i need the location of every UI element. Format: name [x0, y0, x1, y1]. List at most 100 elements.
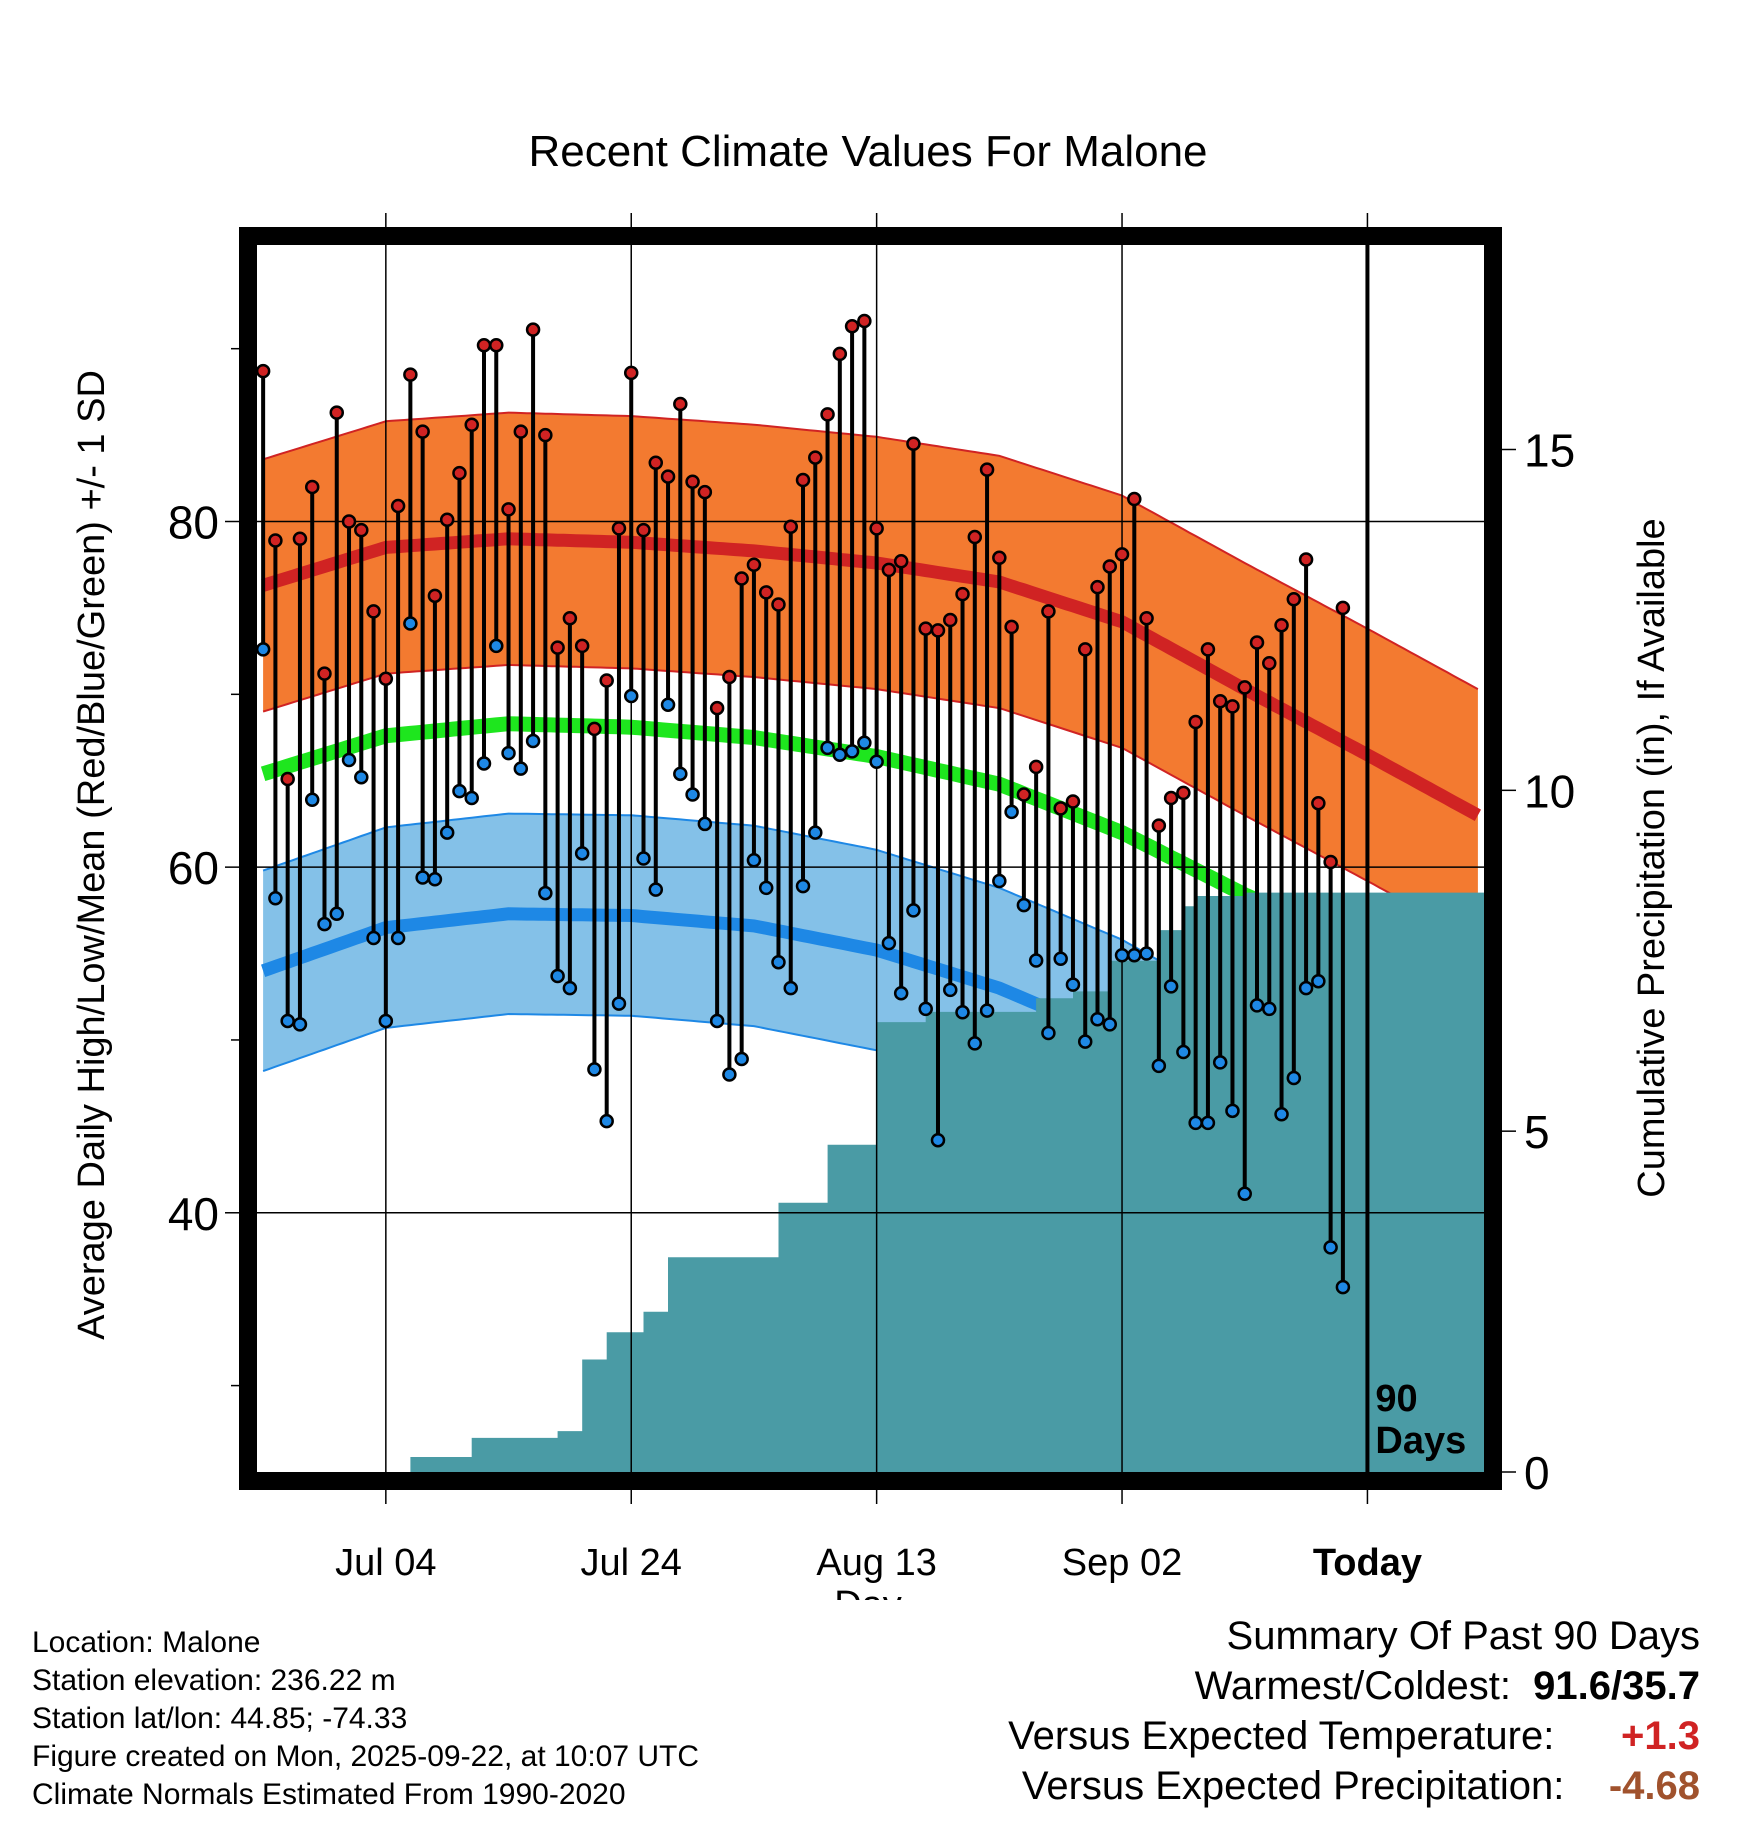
- daily-low-point: [943, 982, 958, 998]
- daily-low-point: [967, 1036, 983, 1051]
- daily-high-point: [660, 469, 676, 484]
- daily-high-point: [955, 586, 970, 602]
- daily-low-point: [489, 638, 504, 654]
- daily-low-point: [1176, 1044, 1191, 1060]
- created-text: Figure created on Mon, 2025-09-22, at 10…: [32, 1740, 700, 1773]
- cumulative-precip-area: [257, 892, 1484, 1472]
- daily-low-point: [513, 761, 529, 776]
- daily-high-point: [857, 313, 872, 329]
- normals-text: Climate Normals Estimated From 1990-2020: [32, 1778, 626, 1811]
- right-tick-label-5: 5: [1524, 1106, 1550, 1158]
- warmest-label: Warmest/Coldest:: [1194, 1664, 1511, 1708]
- daily-low-point: [820, 740, 835, 756]
- daily-low-point: [992, 873, 1007, 889]
- daily-low-point: [1065, 977, 1081, 992]
- today-marker-label-days: Days: [1375, 1420, 1466, 1462]
- x-tick-label-jul-24: Jul 24: [581, 1542, 682, 1584]
- daily-high-point: [673, 396, 688, 412]
- daily-high-point: [354, 522, 369, 538]
- daily-low-point: [1041, 1025, 1056, 1041]
- daily-low-point: [439, 825, 455, 840]
- daily-high-point: [734, 571, 749, 586]
- high-sd-upper-edge: [262, 411, 1479, 690]
- daily-low-point: [611, 996, 627, 1011]
- daily-low-point: [538, 885, 553, 901]
- summary-precip: Versus Expected Precipitation: -4.68: [1022, 1764, 1700, 1809]
- daily-low-point: [574, 846, 590, 861]
- daily-high-point: [1041, 604, 1056, 619]
- daily-high-point: [869, 521, 884, 536]
- daily-high-point: [771, 597, 786, 612]
- daily-low-point: [660, 697, 676, 712]
- daily-high-point: [1065, 794, 1081, 809]
- daily-high-point: [1311, 795, 1326, 811]
- daily-high-point: [685, 474, 700, 490]
- daily-high-point: [746, 557, 762, 572]
- summary-title: Summary Of Past 90 Days: [1226, 1614, 1700, 1658]
- daily-high-point: [587, 721, 602, 737]
- daily-low-point: [1028, 953, 1044, 968]
- daily-low-point: [268, 890, 283, 906]
- daily-high-point: [1077, 642, 1093, 657]
- x-tick-label-aug-13: Aug 13: [816, 1542, 936, 1584]
- daily-low-point: [280, 1013, 295, 1029]
- daily-low-point: [1139, 946, 1154, 961]
- daily-low-point: [636, 851, 651, 866]
- temp-departure-value: +1.3: [1621, 1714, 1700, 1758]
- daily-low-point: [795, 878, 811, 894]
- daily-low-point: [304, 792, 320, 807]
- daily-high-point: [1188, 714, 1203, 730]
- daily-low-point: [673, 766, 688, 782]
- daily-low-point: [1249, 998, 1265, 1013]
- daily-high-point: [697, 484, 713, 500]
- daily-high-point: [439, 512, 455, 528]
- daily-high-point: [366, 604, 381, 619]
- daily-high-point: [1016, 787, 1032, 802]
- daily-high-point: [538, 427, 553, 443]
- daily-low-point: [783, 980, 798, 996]
- daily-low-point: [1090, 1011, 1105, 1027]
- summary-warmest: Warmest/Coldest: 91.6/35.7: [1195, 1664, 1700, 1709]
- x-axis-label: Day: [834, 1584, 902, 1600]
- daily-high-point: [329, 405, 345, 420]
- daily-high-point: [611, 521, 627, 536]
- temp-label: Versus Expected Temperature:: [1008, 1714, 1555, 1758]
- daily-low-point: [501, 745, 516, 761]
- daily-high-point: [1090, 579, 1105, 595]
- daily-low-point: [1188, 1115, 1203, 1131]
- daily-high-point: [415, 424, 430, 439]
- daily-high-point: [1225, 699, 1240, 714]
- daily-low-point: [1004, 804, 1019, 820]
- warmest-value: 91.6/35.7: [1533, 1664, 1700, 1708]
- precipitation-area: [257, 892, 1484, 1472]
- daily-low-point: [648, 882, 664, 897]
- daily-high-point: [403, 367, 418, 382]
- daily-high-point: [808, 450, 823, 465]
- daily-high-point: [378, 671, 394, 687]
- daily-high-point: [1286, 592, 1302, 607]
- y-tick-label-40: 40: [168, 1188, 219, 1240]
- daily-high-point: [1298, 552, 1314, 567]
- daily-low-point: [562, 980, 578, 996]
- daily-low-point: [366, 930, 381, 946]
- daily-high-point: [722, 669, 737, 685]
- daily-high-point: [1323, 854, 1338, 870]
- daily-high-point: [795, 472, 811, 488]
- daily-high-point: [1114, 547, 1130, 562]
- daily-low-point: [893, 986, 909, 1001]
- daily-high-point: [292, 531, 308, 547]
- daily-high-point: [881, 562, 897, 578]
- daily-low-point: [341, 752, 357, 768]
- daily-high-point: [930, 623, 946, 638]
- daily-low-point: [1298, 980, 1314, 996]
- daily-high-point: [832, 346, 848, 362]
- daily-low-point: [1200, 1115, 1216, 1131]
- daily-high-point: [783, 519, 798, 534]
- daily-high-point: [1176, 785, 1191, 801]
- daily-high-point: [1004, 619, 1019, 635]
- daily-low-point: [464, 790, 479, 806]
- daily-low-point: [427, 871, 443, 887]
- daily-low-point: [722, 1067, 737, 1082]
- daily-low-point: [697, 816, 713, 832]
- daily-low-point: [955, 1005, 970, 1020]
